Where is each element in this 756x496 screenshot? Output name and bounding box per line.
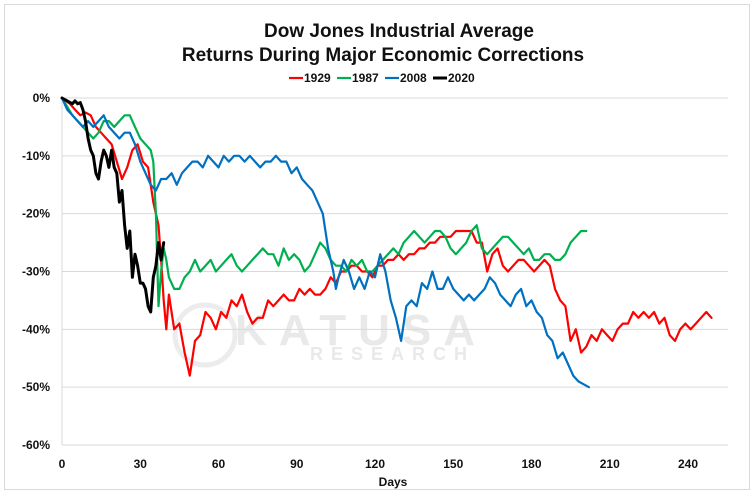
series-group [60, 96, 713, 389]
watermark-text-main: KATUSA [235, 306, 487, 355]
x-tick-label: 240 [678, 457, 698, 471]
chart-title-line-2: Returns During Major Economic Correction… [182, 45, 584, 66]
legend-label-1987: 1987 [352, 71, 379, 85]
legend: 1929 1987 2008 2020 [289, 71, 475, 85]
y-tick-label: -50% [22, 380, 50, 394]
x-tick-label: 210 [600, 457, 620, 471]
x-axis-title: Days [379, 475, 408, 489]
x-tick-label: 60 [212, 457, 226, 471]
gridlines [61, 97, 728, 446]
legend-label-2008: 2008 [400, 71, 427, 85]
y-tick-label: -10% [22, 149, 50, 163]
y-tick-label: 0% [33, 91, 51, 105]
x-tick-label: 30 [134, 457, 148, 471]
y-tick-label: -20% [22, 207, 50, 221]
x-tick-label: 150 [443, 457, 463, 471]
x-axis-ticks: 0 30 60 90 120 150 180 210 240 [59, 457, 699, 471]
legend-label-2020: 2020 [448, 71, 475, 85]
y-axis-ticks: 0% -10% -20% -30% -40% -50% -60% [22, 91, 50, 452]
series-line-2008 [60, 96, 590, 389]
y-tick-label: -30% [22, 265, 50, 279]
y-tick-label: -60% [22, 438, 50, 452]
x-tick-label: 120 [365, 457, 385, 471]
legend-label-1929: 1929 [304, 71, 331, 85]
watermark-text-sub: RESEARCH [310, 344, 475, 364]
x-tick-label: 0 [59, 457, 66, 471]
x-tick-label: 180 [521, 457, 541, 471]
y-tick-label: -40% [22, 322, 50, 336]
watermark: KATUSA RESEARCH [172, 302, 487, 368]
series-line-2020 [60, 96, 166, 314]
x-tick-label: 90 [290, 457, 304, 471]
watermark-logo-icon [172, 302, 238, 368]
series-line-1987 [60, 96, 588, 308]
chart-title-line-1: Dow Jones Industrial Average [264, 21, 534, 42]
